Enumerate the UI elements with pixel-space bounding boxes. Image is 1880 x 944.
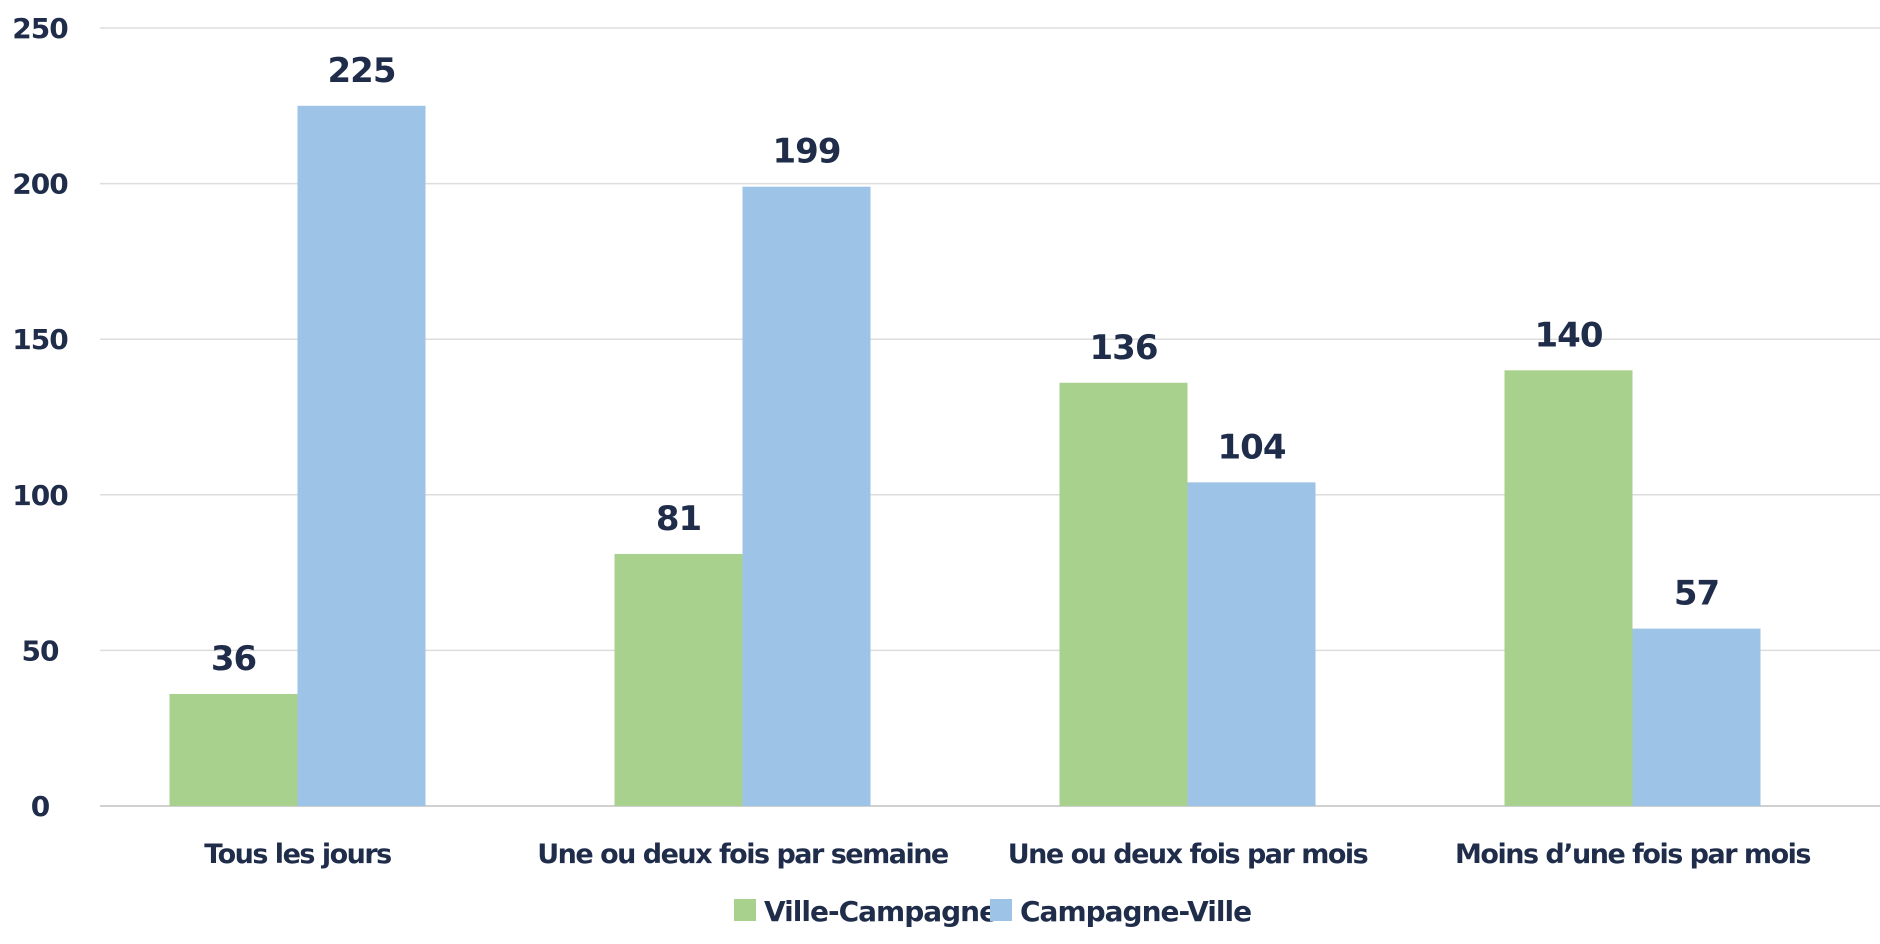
bar-campagne-ville [742, 186, 871, 806]
bars [169, 105, 1761, 807]
y-tick-label: 0 [31, 790, 50, 823]
data-labels: 36 225 81 199 136 104 140 57 [211, 51, 1720, 679]
legend-label: Campagne-Ville [1020, 895, 1251, 928]
y-tick-label: 200 [12, 168, 68, 201]
data-label: 36 [211, 639, 256, 679]
bar-campagne-ville [297, 105, 426, 807]
bar-ville-campagne [169, 693, 298, 806]
bar-campagne-ville [1187, 482, 1316, 806]
data-label: 140 [1535, 315, 1603, 355]
data-label: 104 [1218, 427, 1286, 467]
x-category-label: Une ou deux fois par semaine [537, 839, 948, 870]
bar-ville-campagne [614, 553, 743, 806]
bar-ville-campagne [1504, 370, 1633, 806]
legend-swatch [734, 899, 756, 921]
data-label: 57 [1674, 574, 1719, 614]
y-tick-label: 250 [12, 12, 68, 45]
legend-label: Ville-Campagne [764, 895, 997, 928]
data-label: 81 [656, 499, 701, 539]
legend: Ville-Campagne Campagne-Ville [734, 895, 1252, 928]
x-category-label: Une ou deux fois par mois [1008, 839, 1368, 870]
x-category-label: Moins d’une fois par mois [1455, 839, 1810, 870]
legend-swatch [990, 899, 1012, 921]
data-label: 136 [1090, 328, 1158, 368]
data-label: 225 [328, 51, 396, 91]
y-axis-ticks: 0 50 100 150 200 250 [12, 12, 69, 823]
bar-ville-campagne [1059, 382, 1188, 806]
bar-campagne-ville [1632, 628, 1761, 806]
x-axis-categories: Tous les jours Une ou deux fois par semai… [204, 839, 1812, 870]
x-category-label: Tous les jours [204, 839, 391, 870]
y-tick-label: 150 [12, 323, 68, 356]
y-tick-label: 100 [12, 479, 68, 512]
y-tick-label: 50 [22, 634, 59, 667]
data-label: 199 [773, 132, 841, 172]
